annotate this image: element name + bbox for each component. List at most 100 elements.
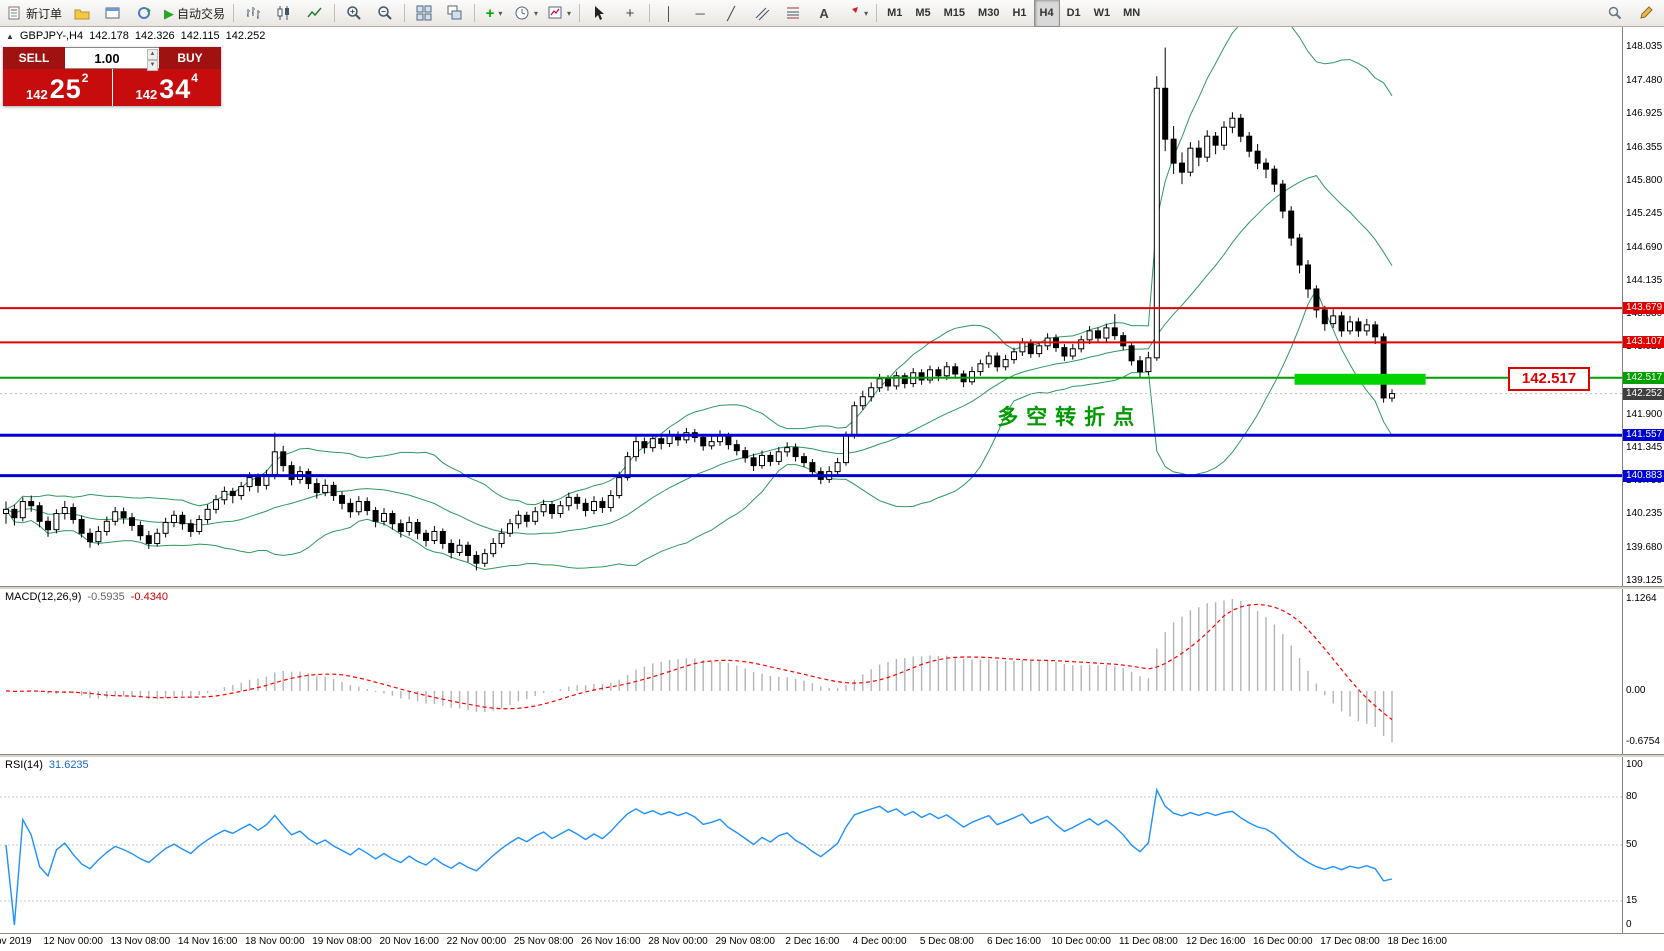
symbol-header: ▲ GBPJPY-,H4 142.178 142.326 142.115 142… xyxy=(6,30,265,42)
bar-chart-button[interactable] xyxy=(238,1,268,25)
macd-label: MACD(12,26,9) -0.5935 -0.4340 xyxy=(5,591,168,603)
timeframe-mn[interactable]: MN xyxy=(1123,7,1141,19)
candle-body xyxy=(1279,183,1286,212)
timeframe-m15[interactable]: M15 xyxy=(943,7,966,19)
autotrading-button[interactable]: ▶ 自动交易 xyxy=(160,1,229,25)
volume-input[interactable] xyxy=(65,49,159,67)
edit-button[interactable] xyxy=(1631,1,1661,25)
timeframe-h4[interactable]: H4 xyxy=(1033,0,1060,27)
candle-body xyxy=(95,530,102,543)
trendline-tool[interactable]: ╱ xyxy=(716,1,746,25)
cascade-windows-button[interactable] xyxy=(440,1,470,25)
support-zone-rectangle[interactable] xyxy=(1294,373,1426,385)
refresh-button[interactable] xyxy=(129,1,159,25)
macd-scale-label: 0.00 xyxy=(1626,684,1646,696)
rsi-scale-label: 50 xyxy=(1626,839,1638,850)
price-callout-box[interactable]: 142.517 xyxy=(1508,366,1590,391)
candle-body xyxy=(859,396,866,407)
tile-windows-button[interactable] xyxy=(409,1,439,25)
date-label: 13 Nov 08:00 xyxy=(110,936,171,947)
candle-body xyxy=(280,451,287,467)
text-tool[interactable]: A xyxy=(809,1,839,25)
candle-body xyxy=(339,495,345,504)
data-window-button[interactable] xyxy=(98,1,128,25)
panel-separator[interactable] xyxy=(0,586,1664,589)
arrows-tool[interactable]: ▾ xyxy=(840,1,872,25)
candle-body xyxy=(1128,345,1135,362)
bollinger-upper xyxy=(5,26,1393,510)
line-chart-icon xyxy=(307,7,322,18)
candle-body xyxy=(179,514,186,525)
timeframe-m1[interactable]: M1 xyxy=(887,7,903,19)
templates-button[interactable]: ▾ xyxy=(543,1,575,25)
periods-button[interactable]: ▾ xyxy=(510,1,542,25)
candle-body xyxy=(431,530,438,541)
candle-body xyxy=(1069,348,1076,357)
buy-button[interactable]: BUY xyxy=(159,47,221,69)
price-tick-label: 139.125 xyxy=(1626,574,1663,586)
sell-button[interactable]: SELL xyxy=(3,47,65,69)
horizontal-line-tool[interactable]: ─ xyxy=(685,1,715,25)
candlestick-chart-button[interactable] xyxy=(269,1,299,25)
panel-separator[interactable] xyxy=(0,754,1664,757)
profiles-button[interactable] xyxy=(67,1,97,25)
new-order-button[interactable]: 新订单 xyxy=(3,1,66,25)
volume-up-button[interactable]: ▲ xyxy=(147,49,158,60)
timeframe-w1[interactable]: W1 xyxy=(1093,7,1111,19)
vertical-line-tool[interactable]: │ xyxy=(654,1,684,25)
candle-body xyxy=(1078,339,1085,350)
zoom-in-button[interactable] xyxy=(339,1,369,25)
candle-body xyxy=(19,501,26,519)
crosshair-button[interactable]: + xyxy=(615,1,645,25)
rsi-title: RSI(14) xyxy=(5,759,43,771)
ohlc-low: 142.115 xyxy=(180,30,220,42)
rsi-value: 31.6235 xyxy=(48,759,89,771)
date-axis[interactable]: 8 Nov 2019 12 Nov 00:00 13 Nov 08:00 14 Nov… xyxy=(0,933,1664,951)
candle-body xyxy=(809,462,816,473)
macd-panel-canvas[interactable] xyxy=(0,589,1622,754)
candle-body xyxy=(271,451,278,476)
arrow-tool-icon xyxy=(847,7,859,18)
line-chart-button[interactable] xyxy=(300,1,330,25)
candle-body xyxy=(1019,342,1026,353)
candle-body xyxy=(204,508,211,521)
timeframe-h1[interactable]: H1 xyxy=(1012,7,1027,19)
candle-body xyxy=(658,438,665,444)
candle-body xyxy=(481,553,488,564)
candle-body xyxy=(1313,288,1320,311)
fibonacci-tool[interactable] xyxy=(778,1,808,25)
candle-body xyxy=(1061,347,1068,357)
indicators-button[interactable]: + ▾ xyxy=(479,1,509,25)
toolbar-separator xyxy=(579,4,581,22)
date-label: 25 Nov 08:00 xyxy=(513,936,574,947)
candle-body xyxy=(11,508,18,519)
symbol-name: GBPJPY-,H4 xyxy=(19,30,84,42)
main-chart-canvas[interactable] xyxy=(0,26,1622,586)
candle-body xyxy=(759,454,765,467)
date-label: 14 Nov 16:00 xyxy=(177,936,238,947)
sell-price-button[interactable]: 142 25 2 xyxy=(3,69,112,106)
date-label: 12 Nov 00:00 xyxy=(43,936,103,947)
candle-body xyxy=(87,532,93,543)
candle-body xyxy=(70,507,77,521)
candlestick-chart-icon xyxy=(277,6,290,20)
candle-body xyxy=(1086,330,1093,341)
rsi-panel-canvas[interactable] xyxy=(0,757,1622,933)
zoom-out-icon xyxy=(378,6,392,20)
date-label: 29 Nov 08:00 xyxy=(715,936,775,947)
candle-body xyxy=(1330,315,1337,325)
timeframe-m5[interactable]: M5 xyxy=(915,7,931,19)
buy-price-button[interactable]: 142 34 4 xyxy=(112,69,221,106)
timeframe-d1[interactable]: D1 xyxy=(1066,7,1081,19)
channel-tool[interactable] xyxy=(747,1,777,25)
cursor-button[interactable] xyxy=(584,1,614,25)
search-button[interactable] xyxy=(1600,1,1630,25)
volume-down-button[interactable]: ▼ xyxy=(147,60,158,71)
candle-body xyxy=(1296,237,1303,266)
rsi-scale-label: 0 xyxy=(1626,919,1632,930)
zoom-out-button[interactable] xyxy=(370,1,400,25)
timeframe-m30[interactable]: M30 xyxy=(978,7,1000,19)
tile-windows-icon xyxy=(416,5,432,21)
candle-body xyxy=(213,499,219,510)
price-axis[interactable] xyxy=(1622,26,1664,950)
